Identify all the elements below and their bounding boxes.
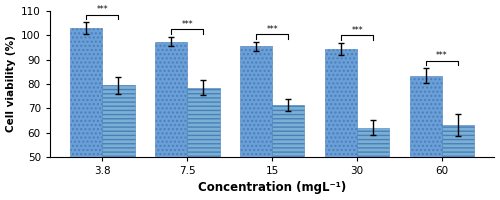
Bar bbox=[410, 76, 442, 200]
Text: ***: *** bbox=[266, 25, 278, 34]
Bar bbox=[325, 49, 357, 200]
Bar bbox=[240, 46, 272, 200]
Y-axis label: Cell viability (%): Cell viability (%) bbox=[6, 36, 16, 132]
Text: ***: *** bbox=[182, 20, 193, 29]
Bar bbox=[102, 85, 134, 200]
Bar bbox=[70, 28, 102, 200]
Bar bbox=[357, 128, 390, 200]
Bar bbox=[442, 125, 474, 200]
Text: ***: *** bbox=[436, 51, 448, 60]
Bar bbox=[188, 88, 220, 200]
Bar bbox=[155, 42, 188, 200]
Text: ***: *** bbox=[96, 5, 108, 14]
Text: ***: *** bbox=[352, 26, 363, 35]
Bar bbox=[272, 105, 304, 200]
X-axis label: Concentration (mgL⁻¹): Concentration (mgL⁻¹) bbox=[198, 181, 346, 194]
